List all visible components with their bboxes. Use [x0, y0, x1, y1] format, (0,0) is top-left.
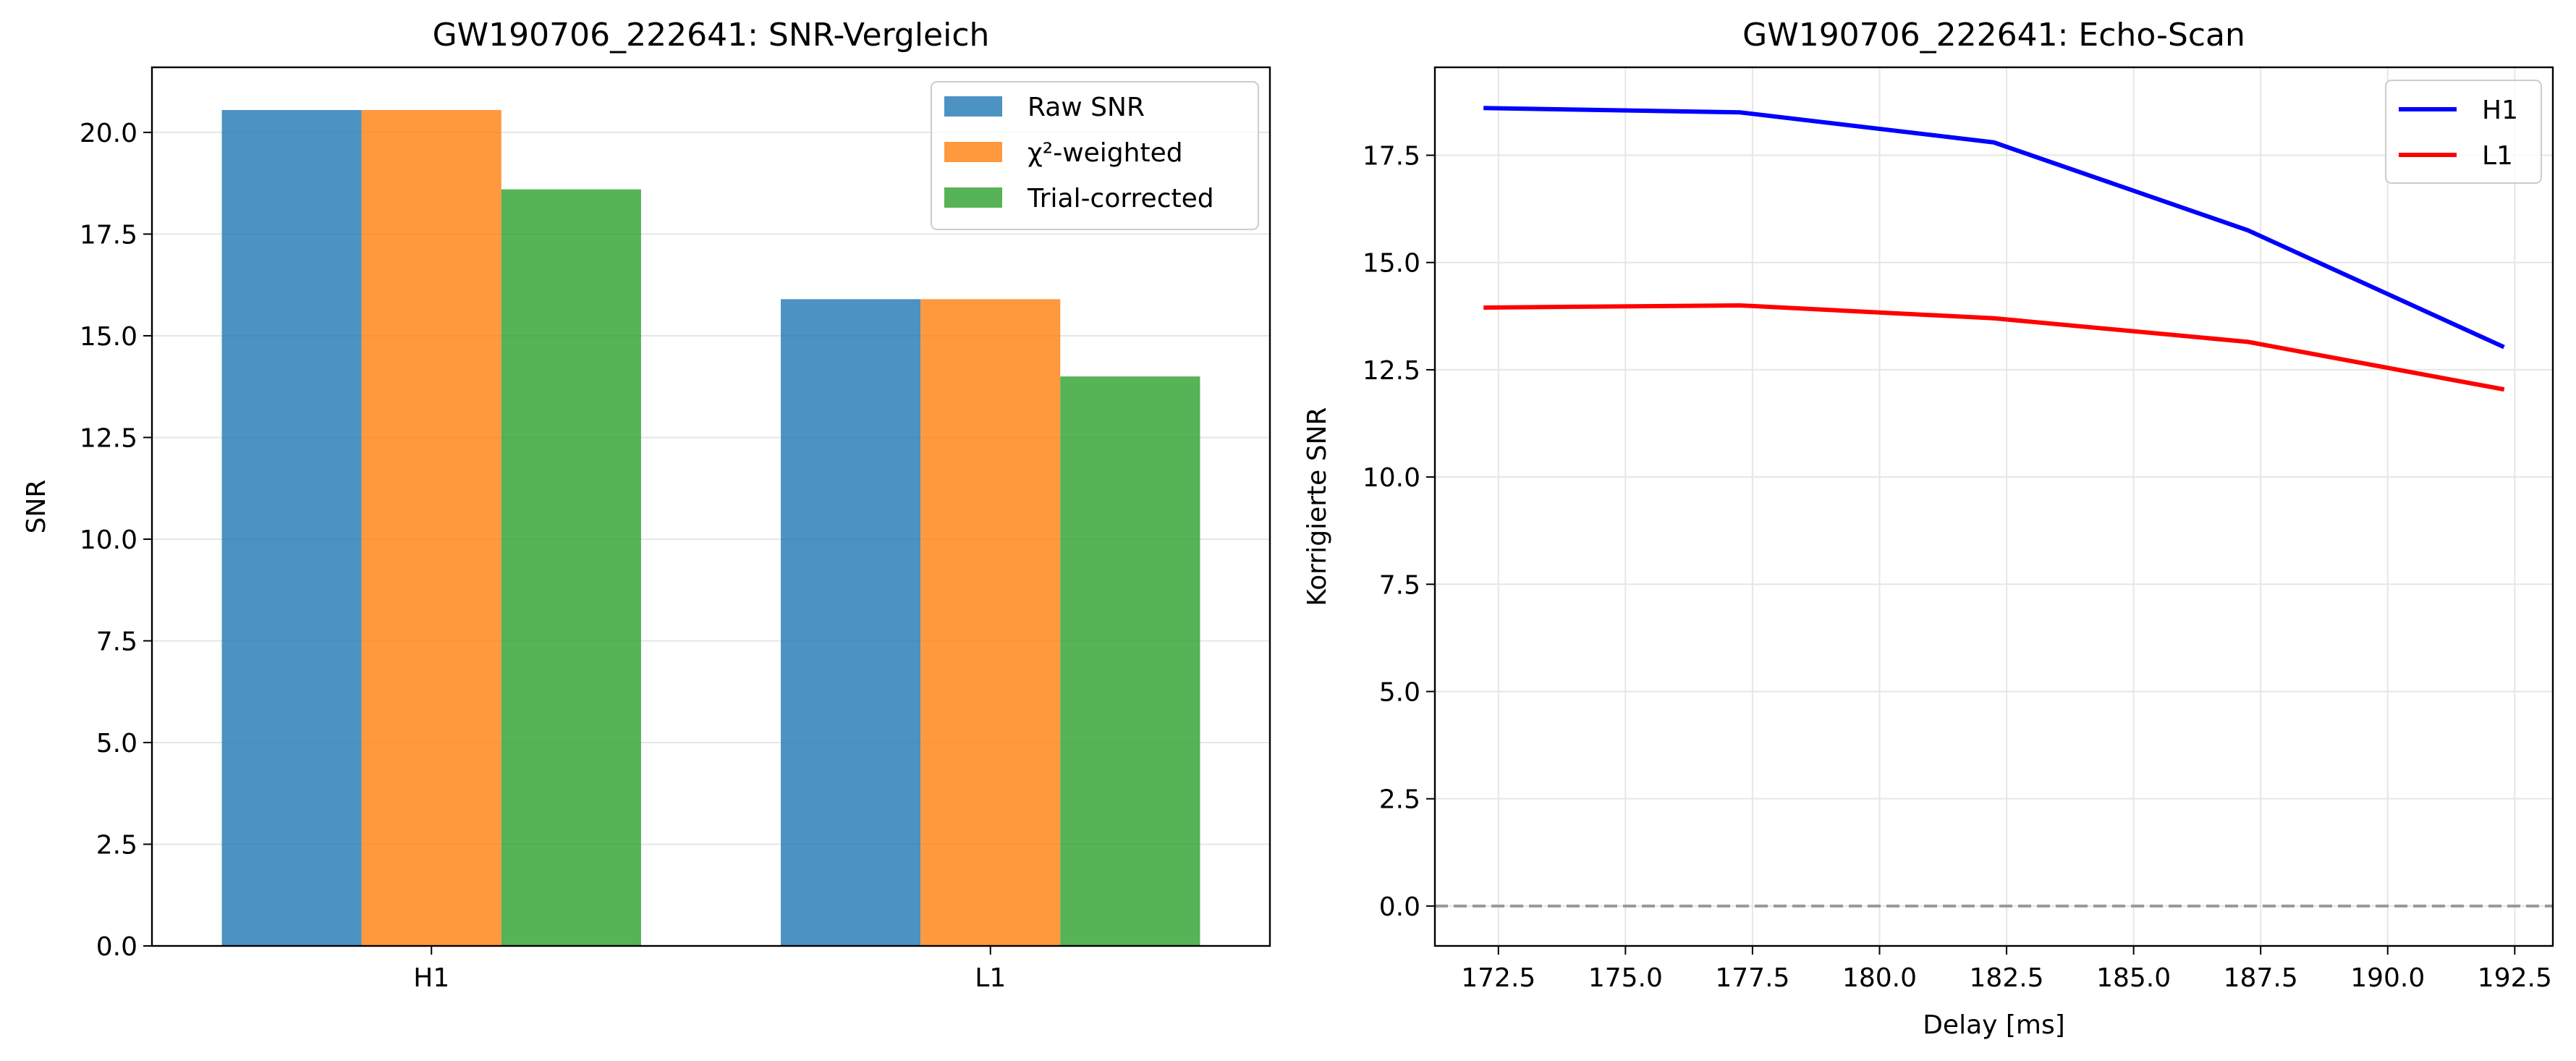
x-tick-label: 177.5: [1715, 963, 1789, 993]
bar: [221, 110, 362, 946]
chart-title: GW190706_222641: SNR-Vergleich: [433, 17, 990, 54]
x-tick-label: H1: [413, 963, 449, 993]
x-tick-label: 185.0: [2096, 963, 2171, 993]
y-tick-label: 0.0: [1379, 892, 1420, 922]
y-tick-label: 10.0: [1363, 463, 1420, 493]
x-tick-label: 182.5: [1970, 963, 2044, 993]
echo-scan-chart: 172.5 175.0 177.5 180.0 182.5 185.0 187.5 190.0…: [1302, 17, 2554, 1040]
x-tick-label: L1: [975, 963, 1006, 993]
y-axis-label: Korrigierte SNR: [1302, 407, 1332, 606]
legend-swatch: [944, 142, 1002, 162]
y-tick-label: 2.5: [96, 830, 137, 860]
y-tick-label: 2.5: [1379, 785, 1420, 815]
legend-label: H1: [2482, 96, 2518, 125]
y-tick-label: 17.5: [1363, 142, 1420, 172]
y-tick-label: 15.0: [80, 322, 137, 352]
legend-label: Raw SNR: [1028, 93, 1145, 122]
snr-comparison-chart: 0.0 2.5 5.0 7.5 10.0 12.5 15.0 17.5 20.0 H1 L1 GW19…: [22, 17, 1271, 993]
legend-box: [2385, 80, 2542, 184]
legend-label: χ²-weighted: [1028, 138, 1183, 168]
y-tick-label: 5.0: [96, 729, 137, 758]
y-tick-label: 12.5: [1363, 356, 1420, 386]
plot-frame: [151, 66, 1271, 947]
x-tick-label: 192.5: [2478, 963, 2552, 993]
y-tick-label: 17.5: [80, 220, 137, 250]
x-tick-label: 172.5: [1461, 963, 1535, 993]
bar: [361, 110, 501, 946]
legend: Raw SNR χ²-weighted Trial-corrected: [931, 81, 1259, 230]
y-tick-label: 7.5: [1379, 570, 1420, 600]
chart-title: GW190706_222641: Echo-Scan: [1742, 17, 2245, 54]
series-line: [1483, 106, 2505, 350]
bar: [501, 189, 641, 947]
series-line: [1483, 303, 2505, 392]
bar: [920, 299, 1061, 947]
y-tick-label: 15.0: [1363, 249, 1420, 279]
y-tick-label: 10.0: [80, 525, 137, 555]
legend: H1 L1: [2385, 80, 2542, 184]
bar: [781, 299, 921, 947]
legend-swatch: [944, 187, 1002, 208]
x-axis-label: Delay [ms]: [1923, 1010, 2065, 1040]
x-tick-label: 190.0: [2350, 963, 2425, 993]
y-tick-label: 0.0: [96, 932, 137, 962]
legend-label: L1: [2482, 141, 2513, 171]
legend-box: [931, 81, 1259, 230]
y-tick-label: 20.0: [80, 119, 137, 148]
x-tick-label: 175.0: [1588, 963, 1663, 993]
x-tick-label: 180.0: [1842, 963, 1917, 993]
plot-frame: [1433, 66, 2554, 947]
x-tick-label: 187.5: [2224, 963, 2298, 993]
y-tick-label: 7.5: [96, 627, 137, 656]
legend-swatch: [944, 96, 1002, 117]
y-axis-label: SNR: [22, 480, 51, 534]
y-tick-label: 5.0: [1379, 677, 1420, 707]
bar: [1060, 376, 1200, 946]
legend-label: Trial-corrected: [1027, 184, 1214, 214]
y-tick-label: 12.5: [80, 423, 137, 453]
